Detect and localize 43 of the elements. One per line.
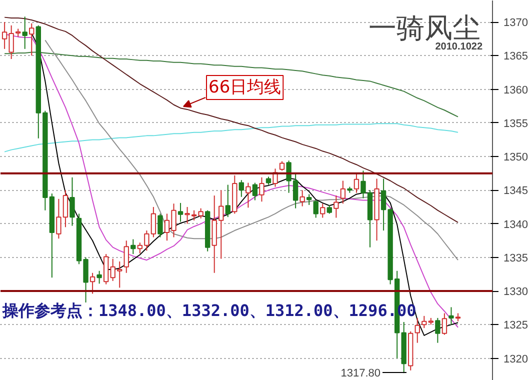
candlestick — [442, 312, 448, 336]
y-tick-label: 1350 — [504, 152, 528, 164]
candlestick — [22, 16, 28, 50]
candlestick — [246, 182, 251, 208]
candlestick — [90, 272, 96, 294]
candlestick — [340, 180, 346, 204]
candlestick — [334, 195, 339, 218]
candlestick — [29, 22, 34, 56]
y-tick-label: 1345 — [504, 185, 528, 198]
candlestick — [184, 206, 190, 224]
y-tick-label: 1320 — [504, 353, 528, 366]
line-series — [4, 123, 458, 152]
candlestick — [354, 172, 360, 194]
text: 2010.1022 — [435, 42, 483, 52]
candlestick — [96, 270, 102, 284]
candlestick — [238, 180, 244, 198]
y-tick-label: 1365 — [504, 50, 528, 63]
candlestick — [178, 202, 184, 222]
candlestick — [279, 160, 285, 172]
y-tick-label: 1360 — [504, 84, 528, 96]
candlestick — [130, 238, 136, 255]
candlestick — [252, 182, 258, 201]
candlestick — [422, 315, 427, 329]
y-tick-label: 1330 — [504, 286, 528, 298]
candlestick — [320, 203, 326, 218]
candlestick — [448, 306, 454, 326]
candlestick — [124, 240, 129, 274]
annotation: 1317.80 — [340, 368, 381, 380]
candlestick — [414, 317, 420, 344]
y-tick-label: 1370 — [504, 17, 528, 30]
candlestick — [306, 194, 312, 206]
candlestick — [70, 176, 75, 226]
candlestick — [259, 176, 264, 202]
candlestick — [225, 184, 230, 218]
y-tick-label: 1340 — [504, 218, 528, 231]
candlestick — [313, 200, 318, 218]
candlestick — [435, 317, 440, 344]
y-tick-label: 1355 — [504, 118, 528, 130]
candlestick — [300, 190, 305, 207]
annotation: 66日均线 — [208, 78, 282, 98]
y-tick-label: 1325 — [504, 320, 528, 332]
y-tick-label: 1335 — [504, 252, 528, 264]
candlestick — [158, 213, 163, 238]
